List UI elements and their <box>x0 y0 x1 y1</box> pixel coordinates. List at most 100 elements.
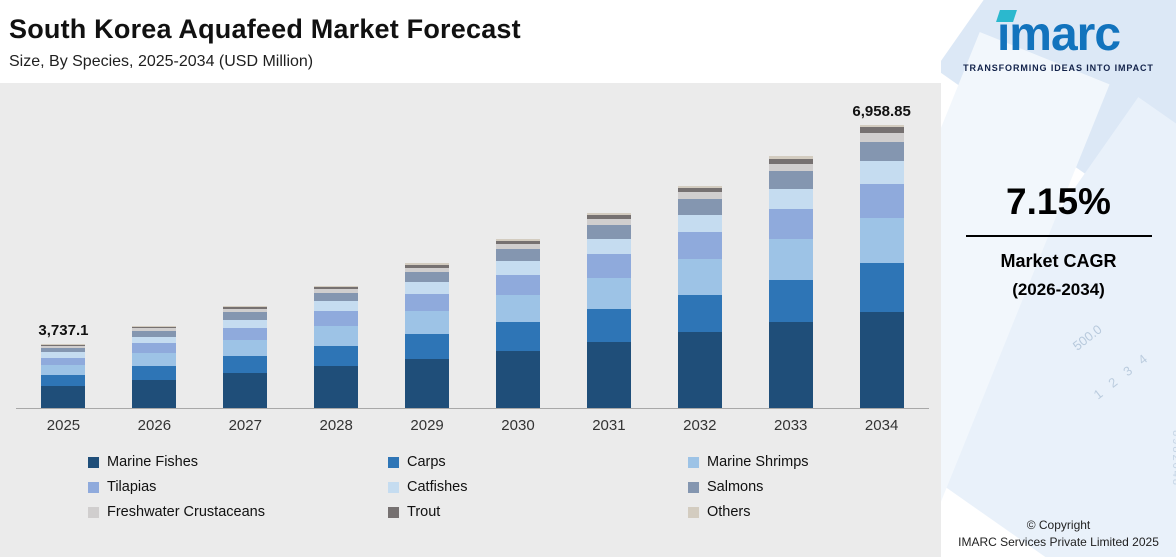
logo-tagline: TRANSFORMING IDEAS INTO IMPACT <box>963 63 1154 74</box>
chart-legend: Marine Fishes Carps Marine Shrimps Tilapias… <box>16 454 929 520</box>
bar-cell-2025: 3,737.1 <box>18 322 109 408</box>
bar-segment-trout <box>223 307 268 310</box>
imarc-logo: imarc <box>996 9 1121 60</box>
stacked-bar-2025 <box>41 344 86 408</box>
bar-segment-others <box>132 325 177 327</box>
bar-segment-freshwater-crustaceans <box>586 219 631 225</box>
bar-segment-trout <box>405 264 450 268</box>
legend-label-trout: Trout <box>407 504 441 520</box>
x-axis-label-2027: 2027 <box>228 417 262 434</box>
bar-cell-2026 <box>109 325 200 408</box>
bar-segment-others <box>859 124 904 128</box>
stacked-bar-2026 <box>132 325 177 408</box>
bar-segment-marine-fishes <box>132 380 177 408</box>
bar-segment-marine-fishes <box>586 341 631 408</box>
bar-segment-salmons <box>132 330 177 337</box>
bar-segment-catfishes <box>586 238 631 255</box>
bar-segment-carps <box>677 294 722 333</box>
bar-segment-catfishes <box>768 189 813 210</box>
bar-segment-salmons <box>223 312 268 320</box>
bar-segment-others <box>677 185 722 188</box>
legend-label-others: Others <box>707 504 751 520</box>
x-axis-label-2025: 2025 <box>46 417 81 434</box>
x-axis-label-2026: 2026 <box>137 417 172 434</box>
bar-segment-marine-shrimps <box>132 353 177 367</box>
legend-marker-marine-fishes <box>88 456 99 468</box>
bar-segment-carps <box>768 279 813 323</box>
bar-segment-trout <box>677 187 722 193</box>
legend-label-salmons: Salmons <box>707 479 764 495</box>
bar-segment-marine-shrimps <box>495 294 540 322</box>
bar-segment-marine-shrimps <box>223 339 268 357</box>
stacked-bar-2029 <box>405 263 450 408</box>
bar-segment-carps <box>132 366 177 381</box>
bar-cell-2031 <box>563 213 654 408</box>
legend-label-carps: Carps <box>407 454 446 470</box>
bar-segment-others <box>41 344 86 345</box>
legend-label-catfishes: Catfishes <box>407 479 468 495</box>
x-axis-label-2034: 2034 <box>864 417 899 434</box>
bar-segment-trout <box>586 215 631 220</box>
stacked-bar-2033 <box>768 156 813 408</box>
bar-segment-catfishes <box>314 301 359 312</box>
legend-label-marine-shrimps: Marine Shrimps <box>707 454 809 470</box>
x-axis-labels: 2025 2026 2027 2028 2029 2030 2031 2032 2033 2034 <box>16 409 929 434</box>
bar-segment-salmons <box>677 198 722 215</box>
bar-segment-catfishes <box>859 161 904 185</box>
bar-segment-carps <box>859 263 904 312</box>
legend-label-tilapias: Tilapias <box>107 479 157 495</box>
legend-item-catfishes: Catfishes <box>388 479 688 495</box>
bar-segment-tilapias <box>405 293 450 311</box>
cagr-block: 7.15% Market CAGR (2026-2034) <box>965 181 1152 300</box>
stacked-bar-2028 <box>314 285 359 408</box>
bar-cell-2030 <box>473 239 564 408</box>
bar-segment-freshwater-crustaceans <box>768 163 813 172</box>
x-axis-label-2029: 2029 <box>410 417 444 434</box>
bar-segment-freshwater-crustaceans <box>859 133 904 142</box>
legend-item-tilapias: Tilapias <box>88 479 388 495</box>
bar-segment-trout <box>859 127 904 134</box>
chart-panel: South Korea Aquafeed Market Forecast Siz… <box>0 14 941 557</box>
bar-segment-others <box>223 306 268 308</box>
legend-marker-catfishes <box>388 481 399 493</box>
copyright-line1: © Copyright <box>1026 518 1091 532</box>
bar-segment-marine-shrimps <box>677 259 722 295</box>
bar-segment-salmons <box>586 224 631 239</box>
bar-segment-freshwater-crustaceans <box>41 346 86 348</box>
stacked-bar-2031 <box>586 213 631 408</box>
bar-segment-marine-shrimps <box>314 325 359 346</box>
bar-segment-salmons <box>314 292 359 302</box>
bar-segment-salmons <box>41 347 86 353</box>
branding-sidebar: 500.0 1 2 3 4 8982048 imarc TRANSFORMING… <box>941 0 1176 557</box>
bar-segment-tilapias <box>223 327 268 340</box>
bar-segment-carps <box>314 345 359 367</box>
bar-segment-tilapias <box>586 254 631 278</box>
bar-segment-tilapias <box>495 274 540 295</box>
bar-segment-freshwater-crustaceans <box>405 267 450 272</box>
bar-segment-carps <box>586 308 631 342</box>
bar-segment-tilapias <box>677 232 722 260</box>
bar-segment-carps <box>495 321 540 351</box>
copyright: © Copyright IMARC Services Private Limit… <box>941 518 1176 549</box>
bar-cell-2027 <box>200 306 291 408</box>
bar-segment-salmons <box>768 171 813 190</box>
bar-segment-marine-shrimps <box>405 310 450 335</box>
legend-item-marine-fishes: Marine Fishes <box>88 454 388 470</box>
legend-item-trout: Trout <box>388 504 688 520</box>
x-axis-label-2031: 2031 <box>592 417 626 434</box>
bar-segment-marine-fishes <box>223 373 268 408</box>
bar-segment-others <box>586 213 631 216</box>
bar-segment-marine-shrimps <box>586 277 631 309</box>
stacked-bar-2027 <box>223 306 268 408</box>
bar-segment-marine-shrimps <box>768 239 813 280</box>
bar-segment-others <box>768 156 813 159</box>
bar-segment-tilapias <box>132 343 177 354</box>
legend-marker-trout <box>388 506 399 518</box>
legend-item-marine-shrimps: Marine Shrimps <box>688 454 929 470</box>
bar-segment-marine-fishes <box>859 311 904 408</box>
x-axis-label-2028: 2028 <box>319 417 353 434</box>
bar-value-label-2025: 3,737.1 <box>38 322 89 340</box>
stacked-bar-2034 <box>859 124 904 408</box>
bar-segment-tilapias <box>41 357 86 366</box>
